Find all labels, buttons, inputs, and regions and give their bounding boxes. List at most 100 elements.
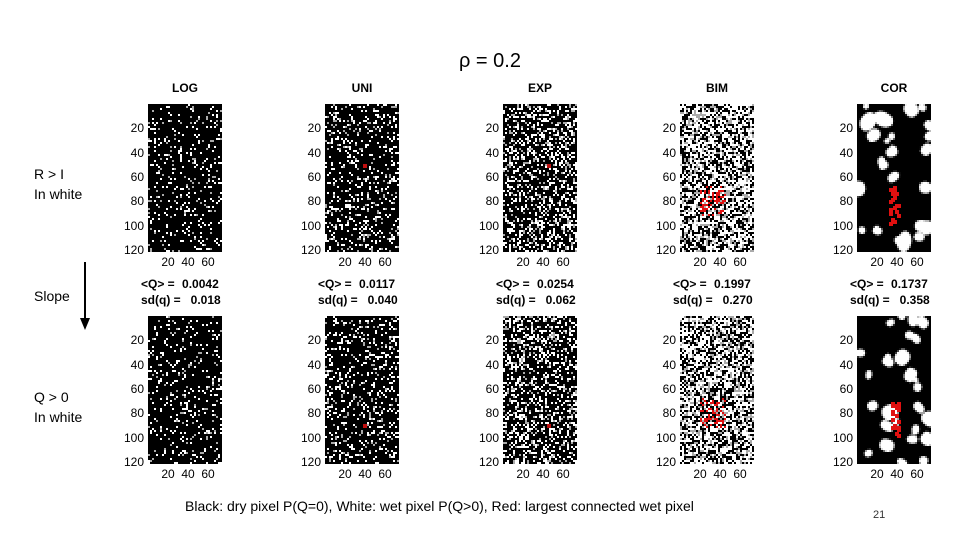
y-tick-label: 40 (130, 357, 144, 372)
y-tick-label: 20 (485, 333, 499, 348)
y-tick-label: 100 (832, 430, 853, 445)
bottom-row-label: Q > 0 In white (34, 389, 83, 425)
column-title-bim: BIM (706, 81, 728, 95)
y-tick-label: 100 (300, 430, 321, 445)
mean-value: 0.0254 (533, 277, 574, 291)
sd-q-stat: sd(q) = 0.270 (673, 293, 753, 307)
x-tick-label: 60 (378, 255, 392, 269)
sd-q-stat: sd(q) = 0.358 (850, 293, 930, 307)
y-tick-label: 100 (300, 218, 321, 233)
sd-value: 0.270 (722, 293, 753, 307)
y-tick-label: 60 (839, 382, 853, 396)
y-tick-label: 100 (832, 218, 853, 233)
x-tick-label: 60 (556, 467, 570, 481)
y-tick-label: 120 (655, 243, 676, 257)
y-tick-label: 120 (832, 455, 853, 469)
y-tick-label: 80 (485, 194, 499, 209)
sd-label: sd(q) = (318, 293, 358, 307)
y-tick-label: 20 (662, 333, 676, 348)
sd-value: 0.040 (367, 293, 398, 307)
y-tick-label: 40 (839, 357, 853, 372)
y-tick-label: 100 (123, 430, 144, 445)
map-bim-bottom (680, 316, 754, 464)
x-tick-label: 40 (181, 467, 195, 481)
x-tick-label: 40 (890, 255, 904, 269)
x-tick-label: 60 (733, 467, 747, 481)
y-tick-label: 40 (307, 145, 321, 160)
map-exp-top (503, 104, 577, 252)
y-tick-label: 40 (485, 145, 499, 160)
y-tick-label: 120 (478, 243, 499, 257)
x-tick-label: 20 (338, 467, 352, 481)
page-number: 21 (873, 509, 886, 521)
column-title-exp: EXP (527, 81, 552, 95)
y-tick-label: 40 (839, 145, 853, 160)
y-tick-label: 40 (130, 145, 144, 160)
x-tick-label: 20 (870, 255, 884, 269)
y-tick-label: 80 (839, 406, 853, 421)
y-tick-label: 20 (839, 333, 853, 348)
y-tick-label: 60 (130, 170, 144, 184)
x-tick-label: 60 (378, 467, 392, 481)
x-tick-label: 60 (733, 255, 747, 269)
y-tick-label: 40 (662, 357, 676, 372)
y-tick-label: 60 (307, 170, 321, 184)
x-tick-label: 40 (358, 467, 372, 481)
y-tick-label: 60 (839, 170, 853, 184)
x-tick-label: 60 (910, 255, 924, 269)
y-tick-label: 80 (662, 406, 676, 421)
mean-value: 0.0117 (355, 277, 396, 291)
y-tick-label: 60 (485, 382, 499, 396)
map-uni-bottom (325, 316, 399, 464)
mean-value: 0.0042 (178, 277, 219, 291)
y-tick-label: 20 (130, 333, 144, 348)
y-tick-label: 20 (839, 121, 853, 136)
column-title-uni: UNI (351, 81, 373, 95)
x-tick-label: 20 (161, 467, 175, 481)
x-tick-label: 40 (358, 255, 372, 269)
sd-q-stat: sd(q) = 0.040 (318, 293, 398, 307)
map-cor-top (857, 104, 931, 252)
y-tick-label: 120 (300, 243, 321, 257)
y-tick-label: 40 (485, 357, 499, 372)
y-tick-label: 20 (307, 121, 321, 136)
y-tick-label: 120 (123, 243, 144, 257)
y-tick-label: 40 (662, 145, 676, 160)
y-tick-label: 100 (123, 218, 144, 233)
x-tick-label: 40 (713, 467, 727, 481)
x-tick-label: 60 (910, 467, 924, 481)
y-tick-label: 60 (485, 170, 499, 184)
y-tick-label: 80 (839, 194, 853, 209)
y-tick-label: 20 (130, 121, 144, 136)
y-tick-label: 20 (662, 121, 676, 136)
x-tick-label: 60 (556, 255, 570, 269)
y-tick-label: 20 (307, 333, 321, 348)
map-log-bottom (148, 316, 222, 464)
sd-label: sd(q) = (850, 293, 890, 307)
down-arrow-icon (80, 262, 90, 330)
y-tick-label: 60 (307, 382, 321, 396)
mean-label: <Q> = (496, 277, 530, 291)
y-tick-label: 80 (307, 194, 321, 209)
sd-value: 0.018 (190, 293, 221, 307)
sd-q-stat: sd(q) = 0.018 (141, 293, 221, 307)
sd-label: sd(q) = (496, 293, 536, 307)
column-title-cor: COR (880, 81, 908, 95)
mean-label: <Q> = (141, 277, 175, 291)
x-tick-label: 60 (201, 467, 215, 481)
y-tick-label: 120 (832, 243, 853, 257)
sd-value: 0.358 (899, 293, 930, 307)
y-tick-label: 80 (130, 194, 144, 209)
y-tick-label: 60 (662, 382, 676, 396)
y-tick-label: 60 (130, 382, 144, 396)
x-tick-label: 40 (536, 467, 550, 481)
y-tick-label: 80 (485, 406, 499, 421)
figure-caption: Black: dry pixel P(Q=0), White: wet pixe… (185, 498, 694, 514)
y-tick-label: 40 (307, 357, 321, 372)
mean-q-stat: <Q> = 0.0254 (496, 277, 574, 291)
top-row-label: R > I In white (34, 166, 83, 202)
x-tick-label: 20 (870, 467, 884, 481)
x-tick-label: 20 (338, 255, 352, 269)
mean-q-stat: <Q> = 0.0117 (318, 277, 395, 291)
sd-value: 0.062 (545, 293, 576, 307)
